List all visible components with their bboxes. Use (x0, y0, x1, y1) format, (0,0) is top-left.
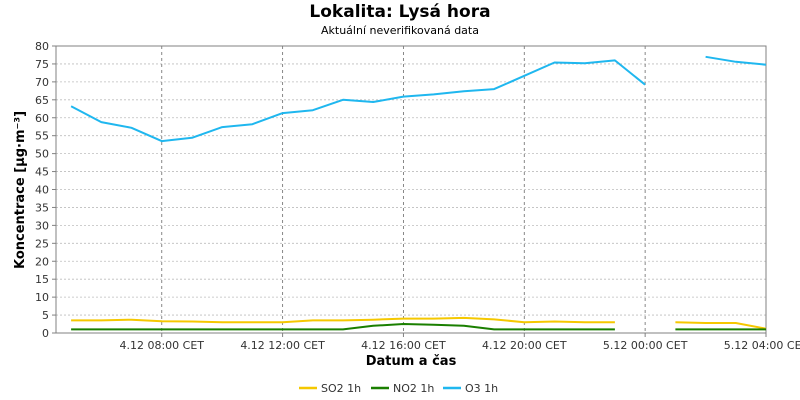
legend-label-no2-1h: NO2 1h (393, 382, 434, 395)
y-tick-label: 80 (35, 40, 49, 53)
y-tick-label: 60 (35, 112, 49, 125)
y-tick-label: 30 (35, 219, 49, 232)
chart-title: Lokalita: Lysá hora (309, 2, 491, 22)
chart-subtitle: Aktuální neverifikovaná data (321, 24, 479, 37)
x-tick-label: 4.12 16:00 CET (361, 339, 446, 352)
y-tick-label: 45 (35, 166, 49, 179)
y-tick-label: 0 (42, 327, 49, 340)
y-tick-label: 65 (35, 94, 49, 107)
x-tick-label: 4.12 08:00 CET (119, 339, 204, 352)
y-tick-label: 10 (35, 291, 49, 304)
series-line-so2-1h (675, 321, 767, 330)
axes: 0 5 10 15 20 25 30 35 40 45 50 55 60 65 70 75 80 4.12 08:… (35, 40, 800, 352)
series-line-no2-1h (71, 323, 615, 331)
legend: SO2 1h NO2 1h O3 1h (299, 382, 498, 395)
y-tick-label: 20 (35, 255, 49, 268)
y-tick-label: 75 (35, 58, 49, 71)
x-tick-label: 5.12 00:00 CET (603, 339, 688, 352)
plot-border (55, 45, 767, 334)
series-line-o3-1h (70, 59, 646, 143)
plot-area (56, 46, 766, 333)
x-tick-label: 4.12 20:00 CET (482, 339, 567, 352)
y-tick-label: 40 (35, 184, 49, 197)
series-line-so2-1h (71, 316, 615, 324)
legend-label-o3-1h: O3 1h (465, 382, 498, 395)
y-tick-label: 50 (35, 148, 49, 161)
x-tick-label: 4.12 12:00 CET (240, 339, 325, 352)
legend-label-so2-1h: SO2 1h (321, 382, 361, 395)
y-tick-label: 70 (35, 76, 49, 89)
x-tick-label: 5.12 04:00 CET (724, 339, 800, 352)
y-tick-label: 5 (42, 309, 49, 322)
y-tick-label: 55 (35, 130, 49, 143)
x-axis-label: Datum a čas (366, 354, 457, 369)
series-lines (70, 55, 767, 331)
y-tick-label: 35 (35, 201, 49, 214)
series-line-o3-1h (705, 55, 767, 66)
y-tick-label: 25 (35, 237, 49, 250)
y-axis-label: Koncentrace [µg·m⁻³] (13, 111, 28, 269)
y-tick-label: 15 (35, 273, 49, 286)
